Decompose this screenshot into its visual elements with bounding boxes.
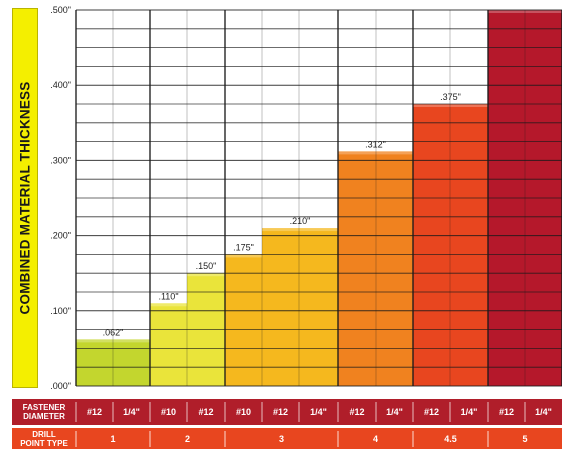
bar-value-label: .312": [365, 139, 386, 149]
drill-row-label: DRILL: [32, 430, 56, 439]
bar: [225, 254, 262, 386]
fastener-diameter-cell: 1/4": [461, 407, 478, 417]
bar-value-label: .110": [158, 291, 178, 301]
drill-point-type-cell: 5: [522, 434, 527, 444]
bar-highlight: [413, 104, 488, 107]
fastener-diameter-cell: #12: [499, 407, 514, 417]
y-axis-label-box: [12, 8, 38, 388]
bar-highlight: [187, 273, 225, 277]
bar-value-label: .175": [233, 242, 254, 252]
fastener-row-label: FASTENER: [23, 403, 66, 412]
fastener-diameter-cell: #12: [273, 407, 288, 417]
fastener-diameter-cell: #12: [349, 407, 364, 417]
fastener-diameter-cell: 1/4": [386, 407, 403, 417]
label-layer: .062" .110" .150" .175" .210" .312" .375" .000"…: [50, 5, 461, 391]
bar-value-label: .375": [440, 92, 461, 102]
fastener-diameter-cell: #12: [424, 407, 439, 417]
y-tick-label: .500": [50, 5, 71, 15]
y-tick-label: .000": [50, 381, 71, 391]
bar: [150, 303, 187, 386]
drill-point-type-cell: 4.5: [444, 434, 457, 444]
y-tick-label: .400": [50, 80, 71, 90]
fastener-diameter-cell: #12: [87, 407, 102, 417]
drill-point-type-cell: 1: [110, 434, 115, 444]
drill-point-type-cell: 4: [373, 434, 378, 444]
fastener-row-label: DIAMETER: [23, 412, 65, 421]
fastener-diameter-cell: #10: [161, 407, 176, 417]
bar-highlight: [262, 228, 338, 232]
bar: [262, 228, 338, 386]
bar-value-label: .150": [196, 261, 217, 271]
drill-point-type-cell: 3: [279, 434, 284, 444]
fastener-row-bg: [12, 399, 562, 425]
drill-row-bg: [12, 428, 562, 449]
bar-value-label: .210": [290, 216, 311, 226]
y-tick-label: .200": [50, 231, 71, 241]
fastener-diameter-cell: 1/4": [535, 407, 552, 417]
drill-point-type-cell: 2: [185, 434, 190, 444]
fastener-diameter-cell: 1/4": [123, 407, 140, 417]
y-tick-label: .100": [50, 306, 71, 316]
fastener-diameter-cell: #12: [198, 407, 213, 417]
drill-row-label: POINT TYPE: [20, 439, 68, 448]
bar-highlight: [150, 303, 187, 307]
grid-layer: [75, 9, 562, 387]
bar: [338, 151, 413, 386]
bar: [413, 104, 488, 386]
bar-highlight: [76, 339, 150, 343]
bar-value-label: .062": [103, 327, 124, 337]
bar-highlight: [338, 151, 413, 155]
bar: [76, 339, 150, 386]
fastener-diameter-cell: 1/4": [310, 407, 327, 417]
bar-highlight: [225, 254, 262, 258]
y-tick-label: .300": [50, 155, 71, 165]
fastener-diameter-cell: #10: [236, 407, 251, 417]
bar-highlight: [488, 10, 562, 13]
